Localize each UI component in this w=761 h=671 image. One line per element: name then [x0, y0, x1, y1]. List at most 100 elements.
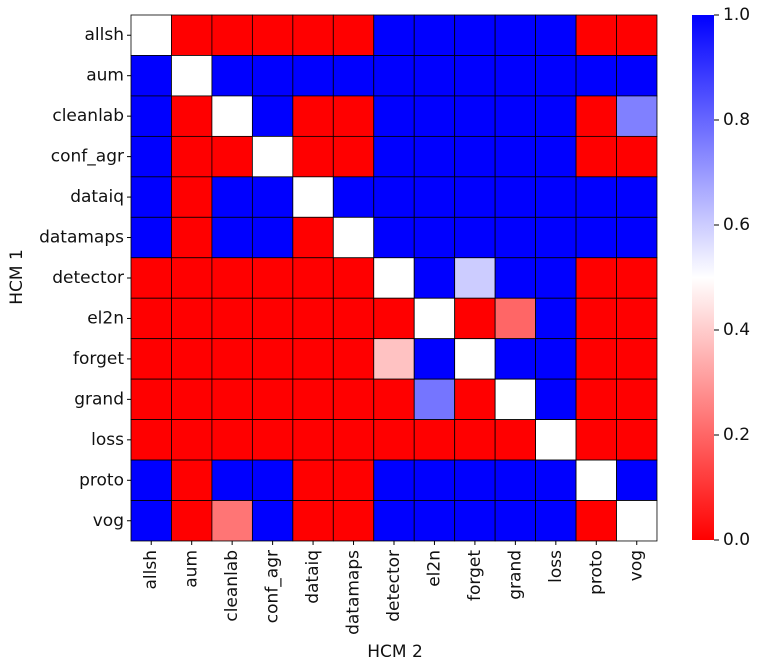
col-label-el2n: el2n	[424, 550, 444, 587]
heatmap-cell-aum-dataiq	[292, 55, 334, 97]
col-label-proto: proto	[586, 550, 606, 595]
heatmap-cell-aum-detector	[373, 55, 415, 97]
heatmap-cell-grand-aum	[171, 378, 213, 421]
heatmap-cell-loss-el2n	[413, 419, 456, 461]
heatmap-cell-allsh-dataiq	[292, 14, 334, 56]
heatmap-cell-datamaps-dataiq	[292, 216, 334, 259]
heatmap-cell-vog-vog	[616, 500, 658, 542]
heatmap-cell-allsh-grand	[494, 14, 537, 56]
heatmap-cell-el2n-dataiq	[292, 297, 334, 340]
heatmap-cell-el2n-aum	[171, 297, 213, 340]
heatmap-cell-vog-dataiq	[292, 500, 334, 542]
heatmap-cell-detector-aum	[171, 257, 213, 299]
heatmap-cell-forget-aum	[171, 338, 213, 380]
heatmap-cell-cleanlab-aum	[171, 95, 213, 137]
heatmap-cell-dataiq-datamaps	[332, 176, 375, 218]
colorbar-label-0.6: 0.6	[723, 215, 750, 235]
heatmap-cell-vog-aum	[171, 500, 213, 542]
heatmap-cell-grand-dataiq	[292, 378, 334, 421]
heatmap-cell-cleanlab-datamaps	[332, 95, 375, 137]
heatmap-cell-datamaps-datamaps	[332, 216, 375, 259]
heatmap-cell-allsh-aum	[171, 14, 213, 56]
x-axis-label: HCM 2	[367, 642, 423, 662]
heatmap-cell-grand-proto	[575, 378, 617, 421]
heatmap-cell-loss-grand	[494, 419, 537, 461]
heatmap-cell-el2n-proto	[575, 297, 617, 340]
heatmap-cell-allsh-proto	[575, 14, 617, 56]
heatmap-cell-forget-grand	[494, 338, 537, 380]
heatmap-cell-aum-conf_agr	[251, 55, 294, 97]
heatmap-cell-cleanlab-el2n	[413, 95, 456, 137]
heatmap-cell-proto-vog	[616, 459, 658, 501]
heatmap-cell-aum-forget	[454, 55, 496, 97]
heatmap-cell-conf_agr-loss	[535, 135, 577, 178]
heatmap-cell-allsh-detector	[373, 14, 415, 56]
heatmap-cell-cleanlab-grand	[494, 95, 537, 137]
heatmap-cell-datamaps-cleanlab	[211, 216, 253, 259]
heatmap-cell-datamaps-loss	[535, 216, 577, 259]
heatmap-cell-datamaps-allsh	[130, 216, 172, 259]
heatmap-cell-dataiq-dataiq	[292, 176, 334, 218]
row-label-aum: aum	[86, 66, 124, 86]
heatmap-cell-vog-cleanlab	[211, 500, 253, 542]
heatmap-cell-forget-vog	[616, 338, 658, 380]
heatmap-cell-allsh-datamaps	[332, 14, 375, 56]
heatmap-cell-dataiq-cleanlab	[211, 176, 253, 218]
heatmap-cell-forget-detector	[373, 338, 415, 380]
heatmap-cell-allsh-forget	[454, 14, 496, 56]
heatmap-cell-dataiq-grand	[494, 176, 537, 218]
heatmap-cell-vog-conf_agr	[251, 500, 294, 542]
heatmap-cell-conf_agr-grand	[494, 135, 537, 178]
heatmap-cell-el2n-grand	[494, 297, 537, 340]
heatmap-cell-detector-detector	[373, 257, 415, 299]
heatmap-cell-dataiq-aum	[171, 176, 213, 218]
heatmap-cell-conf_agr-proto	[575, 135, 617, 178]
heatmap-cell-detector-allsh	[130, 257, 172, 299]
heatmap-cell-datamaps-forget	[454, 216, 496, 259]
heatmap-cell-detector-el2n	[413, 257, 456, 299]
heatmap-cell-detector-forget	[454, 257, 496, 299]
heatmap-cell-conf_agr-detector	[373, 135, 415, 178]
heatmap-cell-loss-aum	[171, 419, 213, 461]
heatmap-cell-el2n-datamaps	[332, 297, 375, 340]
row-label-datamaps: datamaps	[39, 228, 124, 248]
heatmap-cell-forget-proto	[575, 338, 617, 380]
heatmap-cell-el2n-cleanlab	[211, 297, 253, 340]
heatmap-cell-proto-conf_agr	[251, 459, 294, 501]
heatmap-cell-allsh-el2n	[413, 14, 456, 56]
column-tick-labels: allsh aum cleanlab conf_agr dataiq datamaps de…	[141, 540, 647, 635]
heatmap-cell-loss-dataiq	[292, 419, 334, 461]
heatmap-cell-grand-allsh	[130, 378, 172, 421]
heatmap-cell-proto-aum	[171, 459, 213, 501]
heatmap-cell-forget-el2n	[413, 338, 456, 380]
y-axis-label: HCM 1	[7, 249, 27, 305]
heatmap-cell-cleanlab-cleanlab	[211, 95, 253, 137]
heatmap-cell-aum-aum	[171, 55, 213, 97]
heatmap-cell-aum-cleanlab	[211, 55, 253, 97]
row-label-cleanlab: cleanlab	[52, 106, 124, 126]
heatmap-cell-forget-loss	[535, 338, 577, 380]
heatmap-cell-conf_agr-forget	[454, 135, 496, 178]
colorbar-label-0.8: 0.8	[723, 110, 750, 130]
heatmap-cell-aum-datamaps	[332, 55, 375, 97]
colorbar	[692, 15, 714, 540]
heatmap-cell-el2n-vog	[616, 297, 658, 340]
heatmap-cell-el2n-allsh	[130, 297, 172, 340]
colorbar-label-1.0: 1.0	[723, 5, 750, 25]
heatmap-cell-loss-allsh	[130, 419, 172, 461]
heatmap-cell-proto-el2n	[413, 459, 456, 501]
heatmap-cell-detector-cleanlab	[211, 257, 253, 299]
heatmap-cell-grand-el2n	[413, 378, 456, 421]
row-label-conf_agr: conf_agr	[51, 147, 124, 167]
heatmap-cell-aum-vog	[616, 55, 658, 97]
row-label-detector: detector	[52, 268, 124, 288]
heatmap-cell-dataiq-proto	[575, 176, 617, 218]
col-label-grand: grand	[505, 550, 525, 600]
heatmap-cell-forget-datamaps	[332, 338, 375, 380]
heatmap-cell-loss-detector	[373, 419, 415, 461]
heatmap-cell-aum-el2n	[413, 55, 456, 97]
row-label-dataiq: dataiq	[70, 187, 124, 207]
heatmap-cell-cleanlab-proto	[575, 95, 617, 137]
